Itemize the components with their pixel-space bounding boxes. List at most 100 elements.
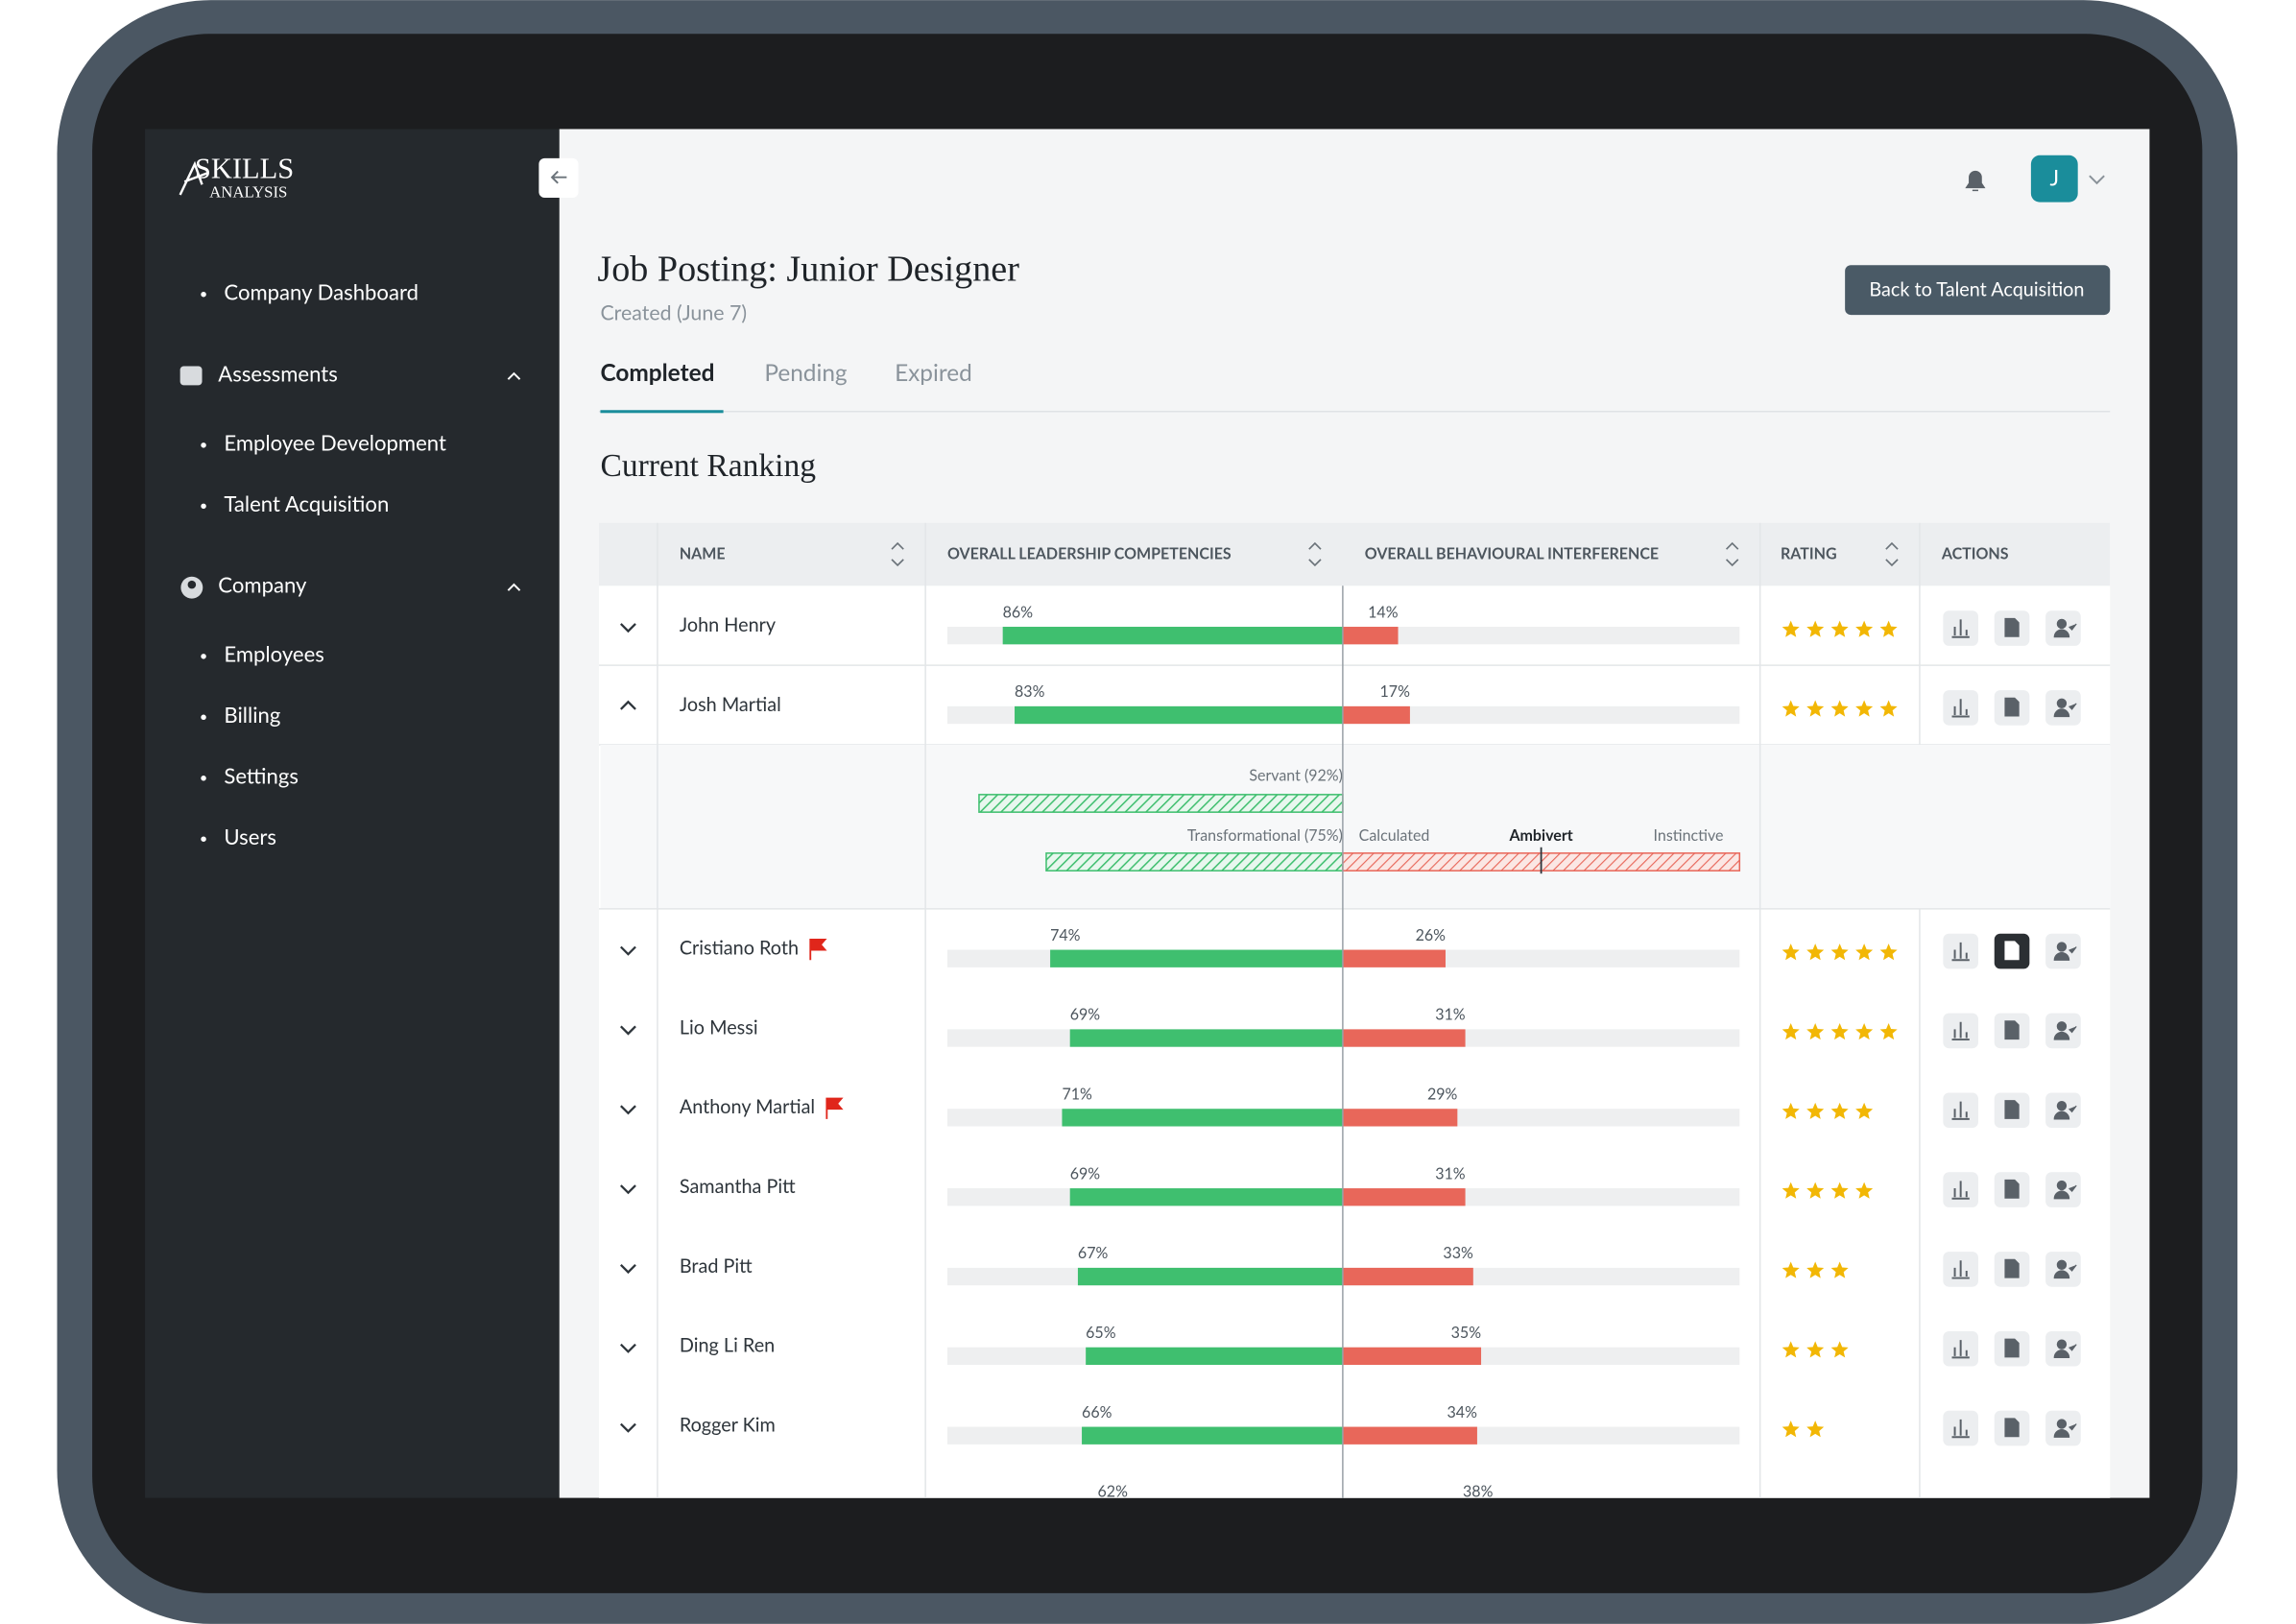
leadership-label: 69% (1070, 1164, 1101, 1182)
report-icon (2004, 1100, 2020, 1119)
nav-item[interactable]: Settings (224, 762, 299, 788)
star (1830, 620, 1849, 637)
leadership-bar (1002, 627, 1343, 645)
logo-line2: ANALYSIS (209, 182, 287, 201)
expand-chevron[interactable] (620, 945, 636, 956)
nav-item[interactable]: Employee Development (224, 429, 446, 455)
expand-chevron[interactable] (620, 1264, 636, 1275)
behaviour-label: 26% (1416, 926, 1447, 944)
back-button[interactable] (1845, 265, 2111, 316)
leadership-bar (1050, 949, 1343, 967)
behaviour-bar (1342, 627, 1399, 645)
column-header: NAME (680, 544, 726, 562)
star (1855, 700, 1874, 717)
nav-group[interactable]: Company (218, 572, 307, 598)
bell-icon[interactable] (1965, 170, 1986, 192)
star (1855, 1182, 1874, 1199)
leadership-bar (1062, 1109, 1343, 1127)
behaviour-bar (1342, 705, 1410, 725)
behaviour-bar (1342, 1109, 1458, 1127)
expand-chevron[interactable] (620, 1422, 636, 1433)
user-check-icon (2053, 618, 2077, 638)
star (1830, 1341, 1849, 1358)
behaviour-bar (1342, 1426, 1477, 1445)
expand-chevron[interactable] (620, 623, 636, 633)
chart-icon (1951, 942, 1970, 962)
nav: Company Dashboard Assessments Employee Dev… (179, 278, 521, 849)
behaviour-label: 35% (1451, 1324, 1482, 1342)
table-header (598, 522, 2111, 586)
behaviour-label: 29% (1427, 1086, 1458, 1104)
leadership-label: 83% (1015, 682, 1045, 701)
sort-icon[interactable] (1885, 541, 1899, 567)
rating-stars (1782, 1182, 1874, 1199)
expand-chevron[interactable] (620, 1343, 636, 1353)
flag-icon (809, 938, 827, 961)
star (1855, 943, 1874, 961)
candidate-name: Samantha Pitt (680, 1175, 796, 1198)
expand-chevron[interactable] (620, 1025, 636, 1036)
star (1806, 1102, 1825, 1119)
star (1879, 943, 1898, 961)
nav-group-chevron[interactable] (507, 371, 521, 380)
transformational-bar (1045, 852, 1344, 872)
candidate-name: Lio Messi (680, 1015, 758, 1039)
chart-icon (1951, 1340, 1970, 1359)
expand-chevron[interactable] (620, 700, 636, 710)
table-body (598, 522, 2111, 1498)
tab[interactable]: Completed (600, 359, 714, 387)
user-check-icon (2053, 1419, 2077, 1438)
star (1806, 1261, 1825, 1278)
star (1855, 1102, 1874, 1119)
report-icon (2004, 941, 2020, 961)
user-check-icon (2053, 1101, 2077, 1120)
nav-item[interactable]: Talent Acquisition (224, 490, 389, 516)
expand-chevron[interactable] (620, 1105, 636, 1115)
nav-bullet (201, 836, 206, 842)
sort-icon[interactable] (891, 541, 904, 567)
report-icon (2004, 1258, 2020, 1278)
sort-icon[interactable] (1308, 541, 1322, 567)
expand-chevron[interactable] (620, 1184, 636, 1195)
nav-icon-head (187, 580, 197, 589)
tab[interactable]: Expired (895, 359, 972, 387)
nav-item[interactable]: Employees (224, 640, 323, 666)
user-check-icon (2053, 1339, 2077, 1359)
chart-icon (1951, 1101, 1970, 1120)
column-header: OVERALL BEHAVIOURAL INTERFERENCE (1365, 544, 1659, 562)
star (1782, 1182, 1800, 1199)
nav-item[interactable]: Company Dashboard (224, 278, 419, 304)
column-header: RATING (1781, 544, 1837, 562)
star (1855, 620, 1874, 637)
flag-icon (825, 1097, 844, 1119)
nav-item[interactable]: Billing (224, 702, 280, 728)
sort-icon[interactable] (1725, 541, 1739, 567)
star (1806, 1182, 1825, 1199)
leadership-label: 71% (1062, 1086, 1092, 1104)
tab-underline (600, 410, 724, 414)
rating-stars (1782, 700, 1898, 717)
candidate-name: John Henry (680, 613, 777, 636)
nav-group[interactable]: Assessments (218, 361, 337, 387)
nav-group-chevron[interactable] (507, 583, 521, 591)
star (1806, 1022, 1825, 1040)
user-check-icon (2053, 698, 2077, 718)
column-header: OVERALL LEADERSHIP COMPETENCIES (947, 544, 1232, 562)
column-header: ACTIONS (1941, 544, 2009, 562)
chart-icon (1951, 1419, 1970, 1439)
nav-bullet (201, 291, 206, 298)
behaviour-label: 38% (1463, 1483, 1494, 1501)
avatar-initial: J (2049, 164, 2059, 191)
nav-item[interactable]: Users (224, 824, 276, 849)
avatar[interactable] (2030, 155, 2078, 203)
nav-bullet (201, 776, 206, 781)
star (1830, 943, 1849, 961)
tab[interactable]: Pending (764, 359, 848, 387)
leadership-label: 69% (1070, 1006, 1101, 1024)
report-icon (2004, 1338, 2020, 1358)
leadership-bar (1069, 1029, 1343, 1047)
report-icon (2004, 1179, 2020, 1199)
avatar-menu-chevron[interactable] (2089, 175, 2105, 185)
